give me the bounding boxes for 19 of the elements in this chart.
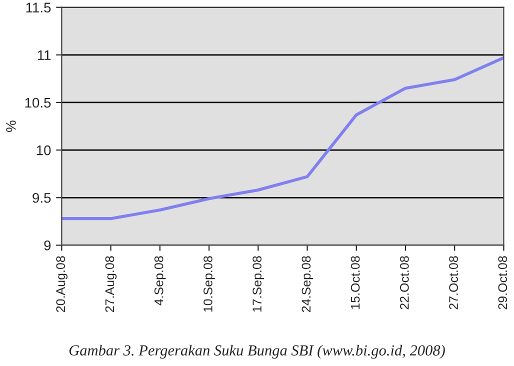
y-axis-title: % [6,120,16,132]
x-tick-label: 27.Oct.08 [449,256,458,310]
x-tick-label: 29.Oct.08 [498,256,508,310]
y-tick-label: 10.5 [25,98,51,108]
x-tick-label: 22.Oct.08 [400,256,409,310]
x-tick-label: 17.Sep.08 [252,256,264,312]
y-tick-label: 9 [44,240,51,250]
x-tick-label: 10.Sep.08 [204,256,215,312]
y-tick-label: 11 [38,50,51,60]
y-tick-label: 11.5 [26,2,51,12]
x-tick-label: 15.Oct.08 [350,256,360,309]
x-tick-label: 24.Sep.08 [302,256,314,312]
text: Gambar 3. Pergerakan Suku Bunga SBI (www.bi.go.id, 2008) [69,344,445,359]
x-tick-label: 20.Aug.08 [56,256,68,312]
x-tick-label: 4.Sep.08 [154,256,166,306]
y-tick-label: 10 [36,145,51,156]
x-tick-label: 27.Aug.08 [105,256,117,312]
line-series [62,56,504,220]
y-tick-label: 9.5 [32,192,51,203]
